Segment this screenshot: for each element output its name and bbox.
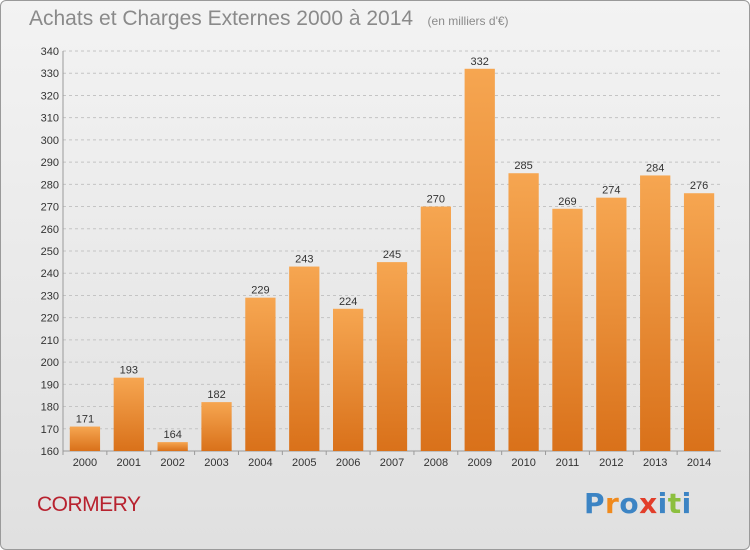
y-tick-label: 170 [41, 424, 59, 436]
bar [640, 175, 671, 451]
bar [289, 266, 320, 451]
y-tick-label: 220 [41, 313, 59, 325]
y-tick-label: 160 [41, 446, 59, 458]
chart-unit: (en milliers d'€) [427, 14, 509, 28]
x-tick-label: 2010 [511, 457, 535, 469]
bar-value-label: 243 [295, 254, 313, 266]
bar [508, 173, 539, 451]
x-tick-label: 2000 [73, 457, 97, 469]
bar [464, 68, 495, 452]
y-tick-label: 310 [41, 113, 59, 125]
bar [596, 197, 627, 451]
bar-value-label: 229 [251, 285, 269, 297]
y-tick-label: 230 [41, 290, 59, 302]
value-labels: 171 193 164 182 229 243 224 245 270 332 285 269 274 2… [76, 56, 708, 441]
x-tick-label: 2007 [380, 457, 404, 469]
bar-value-label: 182 [207, 389, 225, 401]
bar [69, 426, 101, 451]
y-tick-label: 320 [41, 90, 59, 102]
bar-value-label: 285 [514, 160, 532, 172]
logo-letter: o [619, 487, 640, 520]
y-tick-label: 210 [41, 335, 59, 347]
bar-value-label: 193 [120, 365, 138, 377]
bar-value-label: 164 [163, 429, 181, 441]
y-tick-label: 280 [41, 179, 59, 191]
bar-value-label: 284 [646, 162, 664, 174]
x-tick-label: 2005 [292, 457, 316, 469]
commune-name: CORMERY [37, 493, 141, 516]
x-tick-label: 2008 [424, 457, 448, 469]
x-tick-label: 2009 [467, 457, 491, 469]
bar [113, 377, 144, 451]
bar-value-label: 274 [602, 185, 620, 197]
bar-value-label: 332 [471, 56, 489, 68]
logo-letter: i [681, 487, 692, 520]
y-tick-label: 260 [41, 224, 59, 236]
y-tick-label: 240 [41, 268, 59, 280]
logo-letter: i [657, 487, 668, 520]
bar [245, 297, 276, 451]
y-tick-label: 300 [41, 135, 59, 147]
bar-value-label: 276 [690, 180, 708, 192]
logo-letter: t [667, 487, 682, 520]
x-axis-ticks: 2000 2001 2002 2003 2004 2005 2006 2007 2008 2009… [62, 451, 711, 469]
x-tick-label: 2004 [248, 457, 272, 469]
bar [332, 308, 364, 451]
y-tick-label: 270 [41, 202, 59, 214]
logo-letter: x [639, 487, 658, 520]
title-row: Achats et Charges Externes 2000 à 2014 (… [29, 7, 509, 31]
bars [69, 68, 715, 452]
x-tick-label: 2006 [336, 457, 360, 469]
y-axis-ticks: 160 170 180 190 200 210 220 230 240 250 260 270 280 2… [41, 46, 59, 458]
y-tick-label: 180 [41, 402, 59, 414]
x-tick-label: 2003 [204, 457, 228, 469]
bar-value-label: 171 [76, 414, 94, 426]
logo-letter: P [584, 487, 606, 520]
bar [376, 262, 408, 451]
bar-value-label: 224 [339, 296, 357, 308]
bar [157, 442, 188, 451]
x-tick-label: 2001 [117, 457, 141, 469]
x-tick-label: 2013 [643, 457, 667, 469]
logo-letter: r [605, 487, 620, 520]
bar-value-label: 269 [558, 196, 576, 208]
y-tick-label: 250 [41, 246, 59, 258]
chart-title: Achats et Charges Externes 2000 à 2014 [29, 7, 414, 30]
y-tick-label: 340 [41, 46, 59, 58]
y-tick-label: 190 [41, 379, 59, 391]
bar-value-label: 245 [383, 249, 401, 261]
x-tick-label: 2014 [687, 457, 711, 469]
bar [552, 208, 583, 451]
y-tick-label: 200 [41, 357, 59, 369]
y-tick-label: 290 [41, 157, 59, 169]
bar [201, 402, 232, 451]
bar [683, 193, 715, 451]
bar [420, 206, 452, 451]
x-tick-label: 2011 [556, 457, 580, 469]
bar-value-label: 270 [427, 194, 445, 206]
proxiti-logo: Proxiti [584, 487, 692, 520]
x-tick-label: 2012 [599, 457, 623, 469]
y-tick-label: 330 [41, 68, 59, 80]
x-tick-label: 2002 [160, 457, 184, 469]
